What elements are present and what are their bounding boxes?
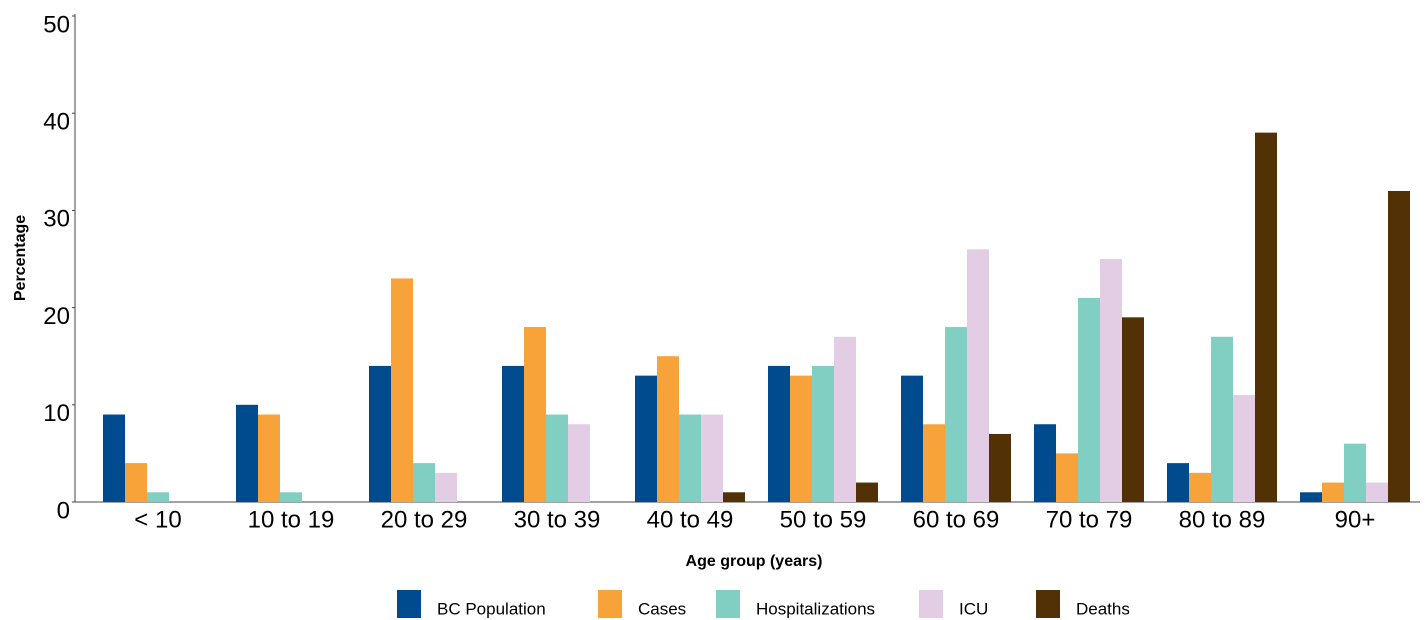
bar bbox=[901, 375, 923, 502]
legend-swatch bbox=[716, 590, 740, 618]
bar bbox=[1366, 482, 1388, 502]
bar bbox=[790, 375, 812, 502]
bar bbox=[1100, 259, 1122, 502]
bar bbox=[657, 356, 679, 502]
x-tick-label: 20 to 29 bbox=[381, 506, 468, 533]
bar bbox=[723, 492, 745, 502]
x-tick-label: 50 to 59 bbox=[780, 506, 867, 533]
bar bbox=[1344, 443, 1366, 502]
bar bbox=[280, 492, 302, 502]
x-tick-label: 30 to 39 bbox=[514, 506, 601, 533]
legend-label: Deaths bbox=[1076, 599, 1130, 618]
bar bbox=[1322, 482, 1344, 502]
y-tick-label: 20 bbox=[43, 303, 70, 330]
x-tick-label: 40 to 49 bbox=[647, 506, 734, 533]
bar bbox=[369, 365, 391, 502]
bar bbox=[413, 463, 435, 502]
y-tick-label: 10 bbox=[43, 400, 70, 427]
x-tick-label: 80 to 89 bbox=[1179, 506, 1266, 533]
x-tick-label: 60 to 69 bbox=[913, 506, 1000, 533]
bar bbox=[435, 472, 457, 502]
bar bbox=[989, 433, 1011, 502]
bar bbox=[1388, 190, 1410, 502]
x-tick-label: 70 to 79 bbox=[1046, 506, 1133, 533]
bar bbox=[945, 327, 967, 502]
bar bbox=[1211, 336, 1233, 502]
y-tick-label: 0 bbox=[57, 497, 70, 524]
bar bbox=[103, 414, 125, 502]
bar bbox=[768, 365, 790, 502]
x-tick-label: 10 to 19 bbox=[248, 506, 335, 533]
bar bbox=[147, 492, 169, 502]
legend-swatch bbox=[1036, 590, 1060, 618]
bar bbox=[125, 463, 147, 502]
bar bbox=[635, 375, 657, 502]
bar bbox=[1167, 463, 1189, 502]
bar bbox=[834, 336, 856, 502]
x-axis-title: Age group (years) bbox=[686, 553, 823, 570]
x-tick-label: 90+ bbox=[1335, 506, 1376, 533]
y-axis-title: Percentage bbox=[12, 215, 29, 301]
legend-swatch bbox=[397, 590, 421, 618]
bar bbox=[1122, 317, 1144, 502]
x-tick-label: < 10 bbox=[134, 506, 181, 533]
bar bbox=[701, 414, 723, 502]
legend-label: BC Population bbox=[437, 599, 546, 618]
bar bbox=[1233, 395, 1255, 502]
bar bbox=[258, 414, 280, 502]
bar bbox=[967, 249, 989, 502]
bar bbox=[679, 414, 701, 502]
bar bbox=[1300, 492, 1322, 502]
bar bbox=[856, 482, 878, 502]
bar bbox=[502, 365, 524, 502]
bar bbox=[1189, 472, 1211, 502]
bar bbox=[391, 278, 413, 502]
bar bbox=[923, 424, 945, 502]
bar bbox=[546, 414, 568, 502]
legend-label: ICU bbox=[959, 599, 988, 618]
bar bbox=[236, 404, 258, 502]
bar bbox=[524, 327, 546, 502]
bar bbox=[812, 365, 834, 502]
bar bbox=[1078, 297, 1100, 502]
bar bbox=[1034, 424, 1056, 502]
bar bbox=[568, 424, 590, 502]
bar bbox=[1056, 453, 1078, 502]
legend-swatch bbox=[919, 590, 943, 618]
legend-label: Cases bbox=[638, 599, 686, 618]
legend-label: Hospitalizations bbox=[756, 599, 875, 618]
y-tick-label: 50 bbox=[43, 11, 70, 38]
legend-swatch bbox=[598, 590, 622, 618]
y-tick-label: 30 bbox=[43, 206, 70, 233]
y-tick-label: 40 bbox=[43, 109, 70, 136]
bar bbox=[1255, 132, 1277, 502]
